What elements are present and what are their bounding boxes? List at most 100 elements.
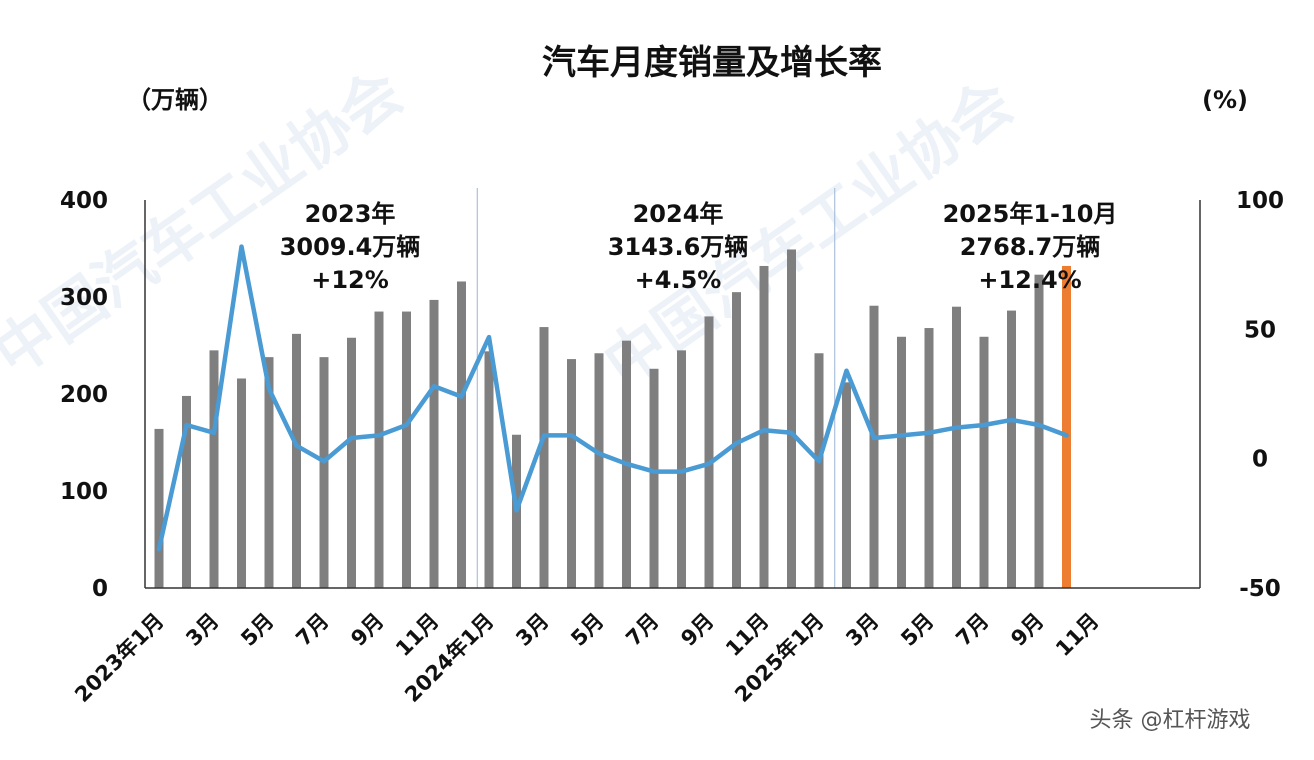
bar bbox=[154, 428, 164, 588]
annotation-line: 3143.6万辆 bbox=[608, 233, 749, 261]
line-point bbox=[570, 433, 573, 437]
right-axis-unit: (%) bbox=[1202, 86, 1248, 114]
bar bbox=[732, 292, 741, 588]
bar bbox=[182, 395, 191, 588]
line-point bbox=[487, 335, 491, 339]
x-tick-label: 7月 bbox=[621, 609, 663, 651]
line-point bbox=[597, 451, 601, 455]
bar bbox=[567, 359, 576, 588]
x-tick-label: 7月 bbox=[951, 609, 993, 651]
line-point bbox=[460, 395, 463, 399]
line-point bbox=[955, 426, 958, 430]
bar bbox=[292, 333, 301, 588]
bar bbox=[759, 265, 769, 588]
line-point bbox=[240, 245, 243, 249]
line-point bbox=[267, 387, 271, 391]
annotation-line: 2768.7万辆 bbox=[960, 233, 1101, 261]
bar bbox=[594, 353, 604, 588]
bar bbox=[979, 336, 989, 588]
annotation-line: 2025年1-10月 bbox=[943, 200, 1118, 228]
bar bbox=[347, 337, 356, 588]
line-point bbox=[515, 508, 518, 512]
bar bbox=[264, 357, 274, 588]
bar bbox=[649, 368, 659, 588]
bar bbox=[787, 249, 796, 588]
x-tick-label: 7月 bbox=[291, 609, 333, 651]
annotation-line: 3009.4万辆 bbox=[280, 233, 421, 261]
line-point bbox=[790, 431, 793, 435]
line-point bbox=[900, 433, 903, 437]
separator-layer bbox=[476, 188, 836, 588]
line-point bbox=[652, 470, 656, 474]
left-tick-label: 200 bbox=[60, 382, 108, 408]
x-tick-label: 3月 bbox=[181, 609, 223, 651]
left-tick-label: 100 bbox=[60, 479, 108, 505]
line-point bbox=[680, 470, 683, 474]
bar bbox=[539, 327, 549, 588]
line-point bbox=[350, 436, 353, 440]
bar bbox=[429, 299, 439, 588]
bar bbox=[924, 328, 934, 588]
line-point bbox=[927, 431, 931, 435]
line-point bbox=[432, 384, 436, 388]
right-tick-label: 50 bbox=[1244, 317, 1276, 343]
bar bbox=[402, 311, 411, 588]
x-tick-label: 3月 bbox=[511, 609, 553, 651]
line-point bbox=[735, 441, 738, 445]
line-series bbox=[156, 244, 1069, 552]
bar bbox=[1007, 310, 1016, 588]
bar bbox=[842, 382, 851, 588]
bar bbox=[484, 351, 494, 588]
bar bbox=[1062, 265, 1071, 588]
bar bbox=[374, 311, 384, 588]
line-point bbox=[1037, 423, 1041, 427]
bar bbox=[237, 378, 246, 588]
bar bbox=[952, 306, 961, 588]
bar bbox=[814, 353, 824, 588]
line-point bbox=[322, 459, 326, 463]
bar bbox=[319, 357, 329, 588]
right-tick-label: 0 bbox=[1252, 447, 1268, 473]
growth-rate-line bbox=[156, 244, 1069, 552]
x-tick-label: 9月 bbox=[676, 609, 718, 651]
bar-series bbox=[154, 249, 1071, 588]
line-point bbox=[625, 462, 628, 466]
line-point bbox=[982, 423, 986, 427]
line-point bbox=[845, 369, 848, 373]
x-tick-label: 5月 bbox=[896, 609, 938, 651]
line-point bbox=[872, 436, 876, 440]
chart-title: 汽车月度销量及增长率 bbox=[542, 43, 882, 83]
line-point bbox=[185, 423, 188, 427]
line-point bbox=[762, 428, 766, 432]
x-tick-label: 9月 bbox=[346, 609, 388, 651]
x-tick-label: 9月 bbox=[1006, 609, 1048, 651]
bar bbox=[704, 316, 714, 588]
footer-watermark: 头条 @杠杆游戏 bbox=[1090, 708, 1251, 733]
bar bbox=[869, 305, 879, 588]
x-tick-label: 11月 bbox=[1051, 609, 1103, 661]
bar bbox=[457, 281, 466, 588]
line-point bbox=[542, 433, 546, 437]
line-point bbox=[1010, 418, 1013, 422]
annotation-line: +12% bbox=[311, 266, 389, 294]
x-tick-label: 2023年1月 bbox=[70, 609, 168, 707]
bar bbox=[209, 350, 219, 588]
line-point bbox=[212, 431, 216, 435]
line-point bbox=[817, 459, 821, 463]
annotation-line: +4.5% bbox=[635, 266, 722, 294]
axes: 0 100 200 300 400 -50 0 50 100 bbox=[60, 188, 1284, 602]
left-tick-label: 0 bbox=[92, 576, 108, 602]
annotation-line: 2023年 bbox=[305, 200, 396, 228]
left-tick-label: 300 bbox=[60, 285, 108, 311]
left-axis-unit: （万辆） bbox=[127, 86, 223, 114]
annotation-line: +12.4% bbox=[978, 266, 1081, 294]
line-point bbox=[377, 433, 381, 437]
bar bbox=[1034, 274, 1044, 588]
line-point bbox=[157, 547, 161, 551]
line-point bbox=[1065, 433, 1068, 437]
left-tick-label: 400 bbox=[60, 188, 108, 214]
line-point bbox=[405, 423, 408, 427]
right-tick-label: 100 bbox=[1236, 188, 1284, 214]
x-tick-label: 5月 bbox=[236, 609, 278, 651]
